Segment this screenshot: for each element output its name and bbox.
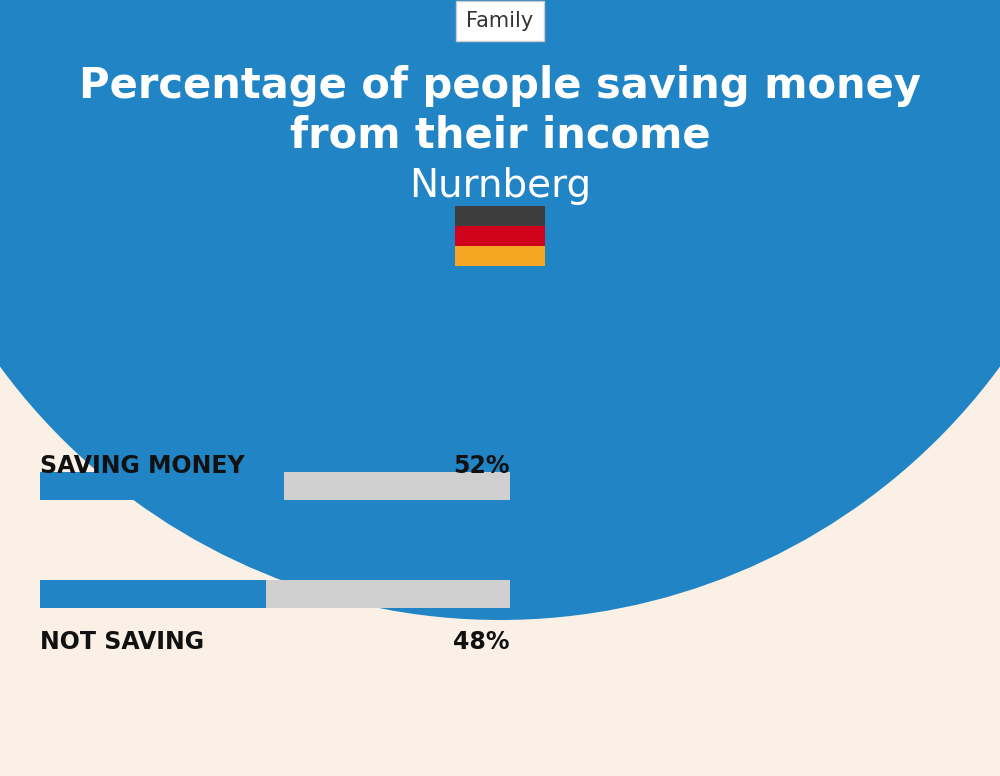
Text: NOT SAVING: NOT SAVING bbox=[40, 630, 204, 654]
Text: 48%: 48% bbox=[454, 630, 510, 654]
Text: Percentage of people saving money: Percentage of people saving money bbox=[79, 65, 921, 107]
Text: Family: Family bbox=[466, 11, 534, 31]
Text: 52%: 52% bbox=[454, 454, 510, 478]
Bar bbox=[40, 580, 510, 608]
Bar bbox=[455, 226, 545, 246]
Text: Nurnberg: Nurnberg bbox=[409, 167, 591, 205]
Text: from their income: from their income bbox=[290, 115, 710, 157]
Text: SAVING MONEY: SAVING MONEY bbox=[40, 454, 245, 478]
Bar bbox=[455, 246, 545, 266]
Bar bbox=[40, 580, 266, 608]
Bar bbox=[40, 472, 510, 500]
Bar bbox=[40, 472, 284, 500]
Circle shape bbox=[0, 0, 1000, 620]
Bar bbox=[455, 206, 545, 226]
